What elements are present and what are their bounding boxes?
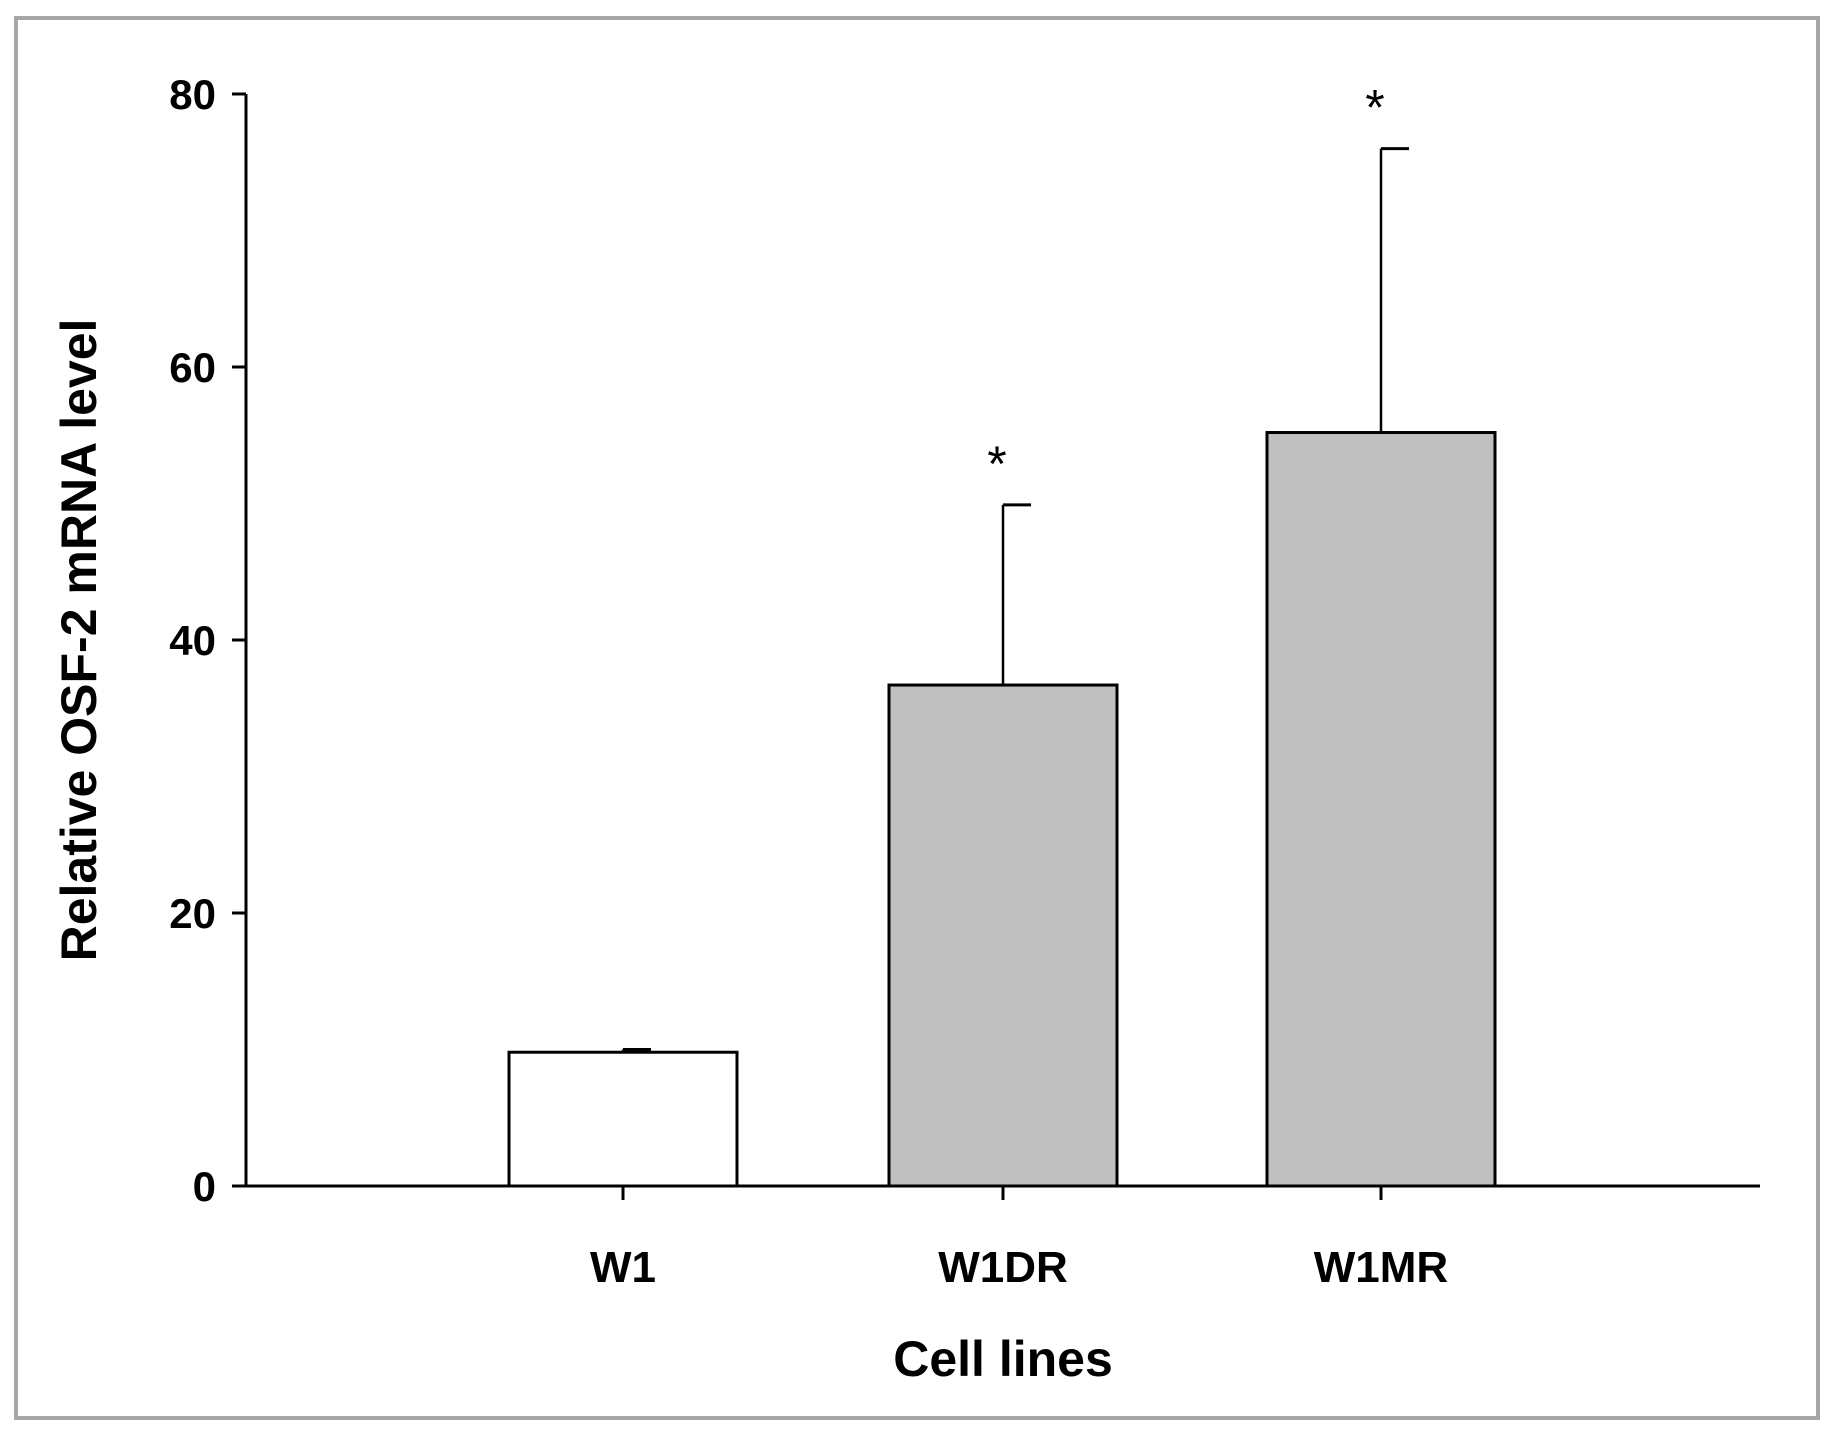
x-axis-ticks: W1 W1DR W1MR [590, 1186, 1448, 1292]
significance-star: * [987, 436, 1006, 492]
bar-w1 [507, 1050, 739, 1188]
x-tick-label: W1MR [1314, 1243, 1448, 1292]
y-axis-title: Relative OSF-2 mRNA level [51, 319, 107, 962]
y-axis-ticks: 0 20 40 60 80 [169, 71, 246, 1210]
y-tick-label: 20 [169, 890, 216, 937]
y-tick-label: 0 [193, 1163, 216, 1210]
x-axis-title: Cell lines [893, 1331, 1113, 1387]
y-tick-label: 40 [169, 617, 216, 664]
significance-star: * [1365, 80, 1384, 136]
x-tick-label: W1DR [938, 1243, 1068, 1292]
y-tick-label: 80 [169, 71, 216, 118]
x-tick-label: W1 [590, 1243, 656, 1292]
significance-markers: ** [987, 80, 1384, 492]
bars-group [507, 431, 1497, 1188]
error-bars-group [621, 147, 1409, 1053]
bar-w1dr [887, 683, 1119, 1188]
bar-w1mr [1265, 431, 1497, 1188]
y-tick-label: 60 [169, 344, 216, 391]
